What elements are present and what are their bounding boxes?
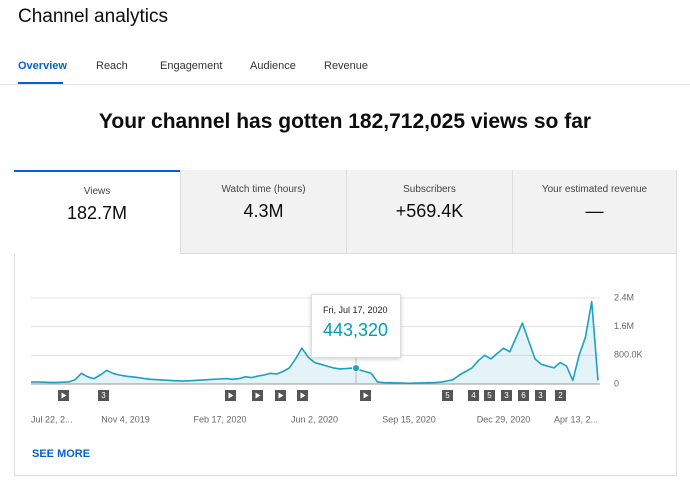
video-marker	[484, 390, 495, 401]
tab[interactable]: Overview	[18, 60, 67, 72]
see-more-link[interactable]: SEE MORE	[32, 448, 91, 460]
divider	[0, 84, 690, 85]
y-tick-label: 2.4M	[614, 292, 634, 302]
tab[interactable]: Reach	[96, 60, 128, 72]
video-marker-count: 6	[521, 391, 526, 400]
metric-label: Views	[83, 186, 111, 197]
play-icon	[300, 392, 306, 399]
x-tick-label: Feb 17, 2020	[193, 414, 246, 424]
tooltip: Fri, Jul 17, 2020 443,320	[311, 294, 401, 358]
video-marker-count: 3	[504, 391, 509, 400]
y-tick-label: 800.0K	[614, 350, 643, 360]
metric-card[interactable]: Subscribers +569.4K	[346, 170, 512, 254]
y-tick-label: 1.6M	[614, 321, 634, 331]
video-marker-count: 4	[471, 391, 476, 400]
play-icon	[61, 392, 67, 399]
video-marker-count: 5	[487, 391, 492, 400]
metric-label: Watch time (hours)	[221, 184, 306, 195]
metric-value: —	[585, 201, 604, 221]
video-marker-count: 3	[101, 391, 106, 400]
play-icon	[228, 392, 234, 399]
metric-card[interactable]: Your estimated revenue —	[512, 170, 677, 254]
video-marker	[442, 390, 453, 401]
metric-card[interactable]: Watch time (hours) 4.3M	[180, 170, 346, 254]
x-tick-label: Apr 13, 2...	[554, 414, 598, 424]
play-icon	[363, 392, 369, 399]
hover-dot	[352, 364, 360, 373]
tab[interactable]: Engagement	[160, 60, 223, 72]
tab-indicator	[18, 82, 63, 84]
video-marker	[98, 390, 109, 401]
tab[interactable]: Audience	[250, 60, 296, 72]
x-tick-label: Jun 2, 2020	[291, 414, 338, 424]
x-tick-label: Sep 15, 2020	[382, 414, 436, 424]
metric-value: +569.4K	[395, 201, 464, 221]
x-tick-label: Dec 29, 2020	[477, 414, 531, 424]
metric-label: Your estimated revenue	[541, 184, 648, 195]
headline: Your channel has gotten 182,712,025 view…	[98, 110, 592, 133]
tab[interactable]: Revenue	[324, 60, 369, 72]
video-marker-count: 3	[538, 391, 543, 400]
metric-card[interactable]: Views 182.7M	[14, 170, 180, 254]
area	[31, 301, 598, 384]
video-marker	[518, 390, 529, 401]
page-title: Channel analytics	[18, 6, 168, 27]
video-marker-count: 5	[445, 391, 450, 400]
play-icons	[61, 392, 369, 399]
video-marker	[468, 390, 479, 401]
video-marker-count: 2	[558, 391, 563, 400]
line	[30, 300, 599, 385]
y-tick-label: 0	[614, 378, 619, 388]
video-marker	[535, 390, 546, 401]
metric-value: 182.7M	[66, 203, 128, 223]
video-marker	[555, 390, 566, 401]
metric-value: 4.3M	[243, 201, 284, 221]
tooltip-date: Fri, Jul 17, 2020	[323, 305, 388, 315]
video-marker	[501, 390, 512, 401]
x-tick-label: Nov 4, 2019	[101, 414, 150, 424]
tooltip-value: 443,320	[323, 320, 389, 340]
play-icon	[255, 392, 261, 399]
metric-label: Subscribers	[403, 184, 456, 195]
play-icon	[278, 392, 284, 399]
x-tick-label: Jul 22, 2...	[31, 414, 73, 424]
